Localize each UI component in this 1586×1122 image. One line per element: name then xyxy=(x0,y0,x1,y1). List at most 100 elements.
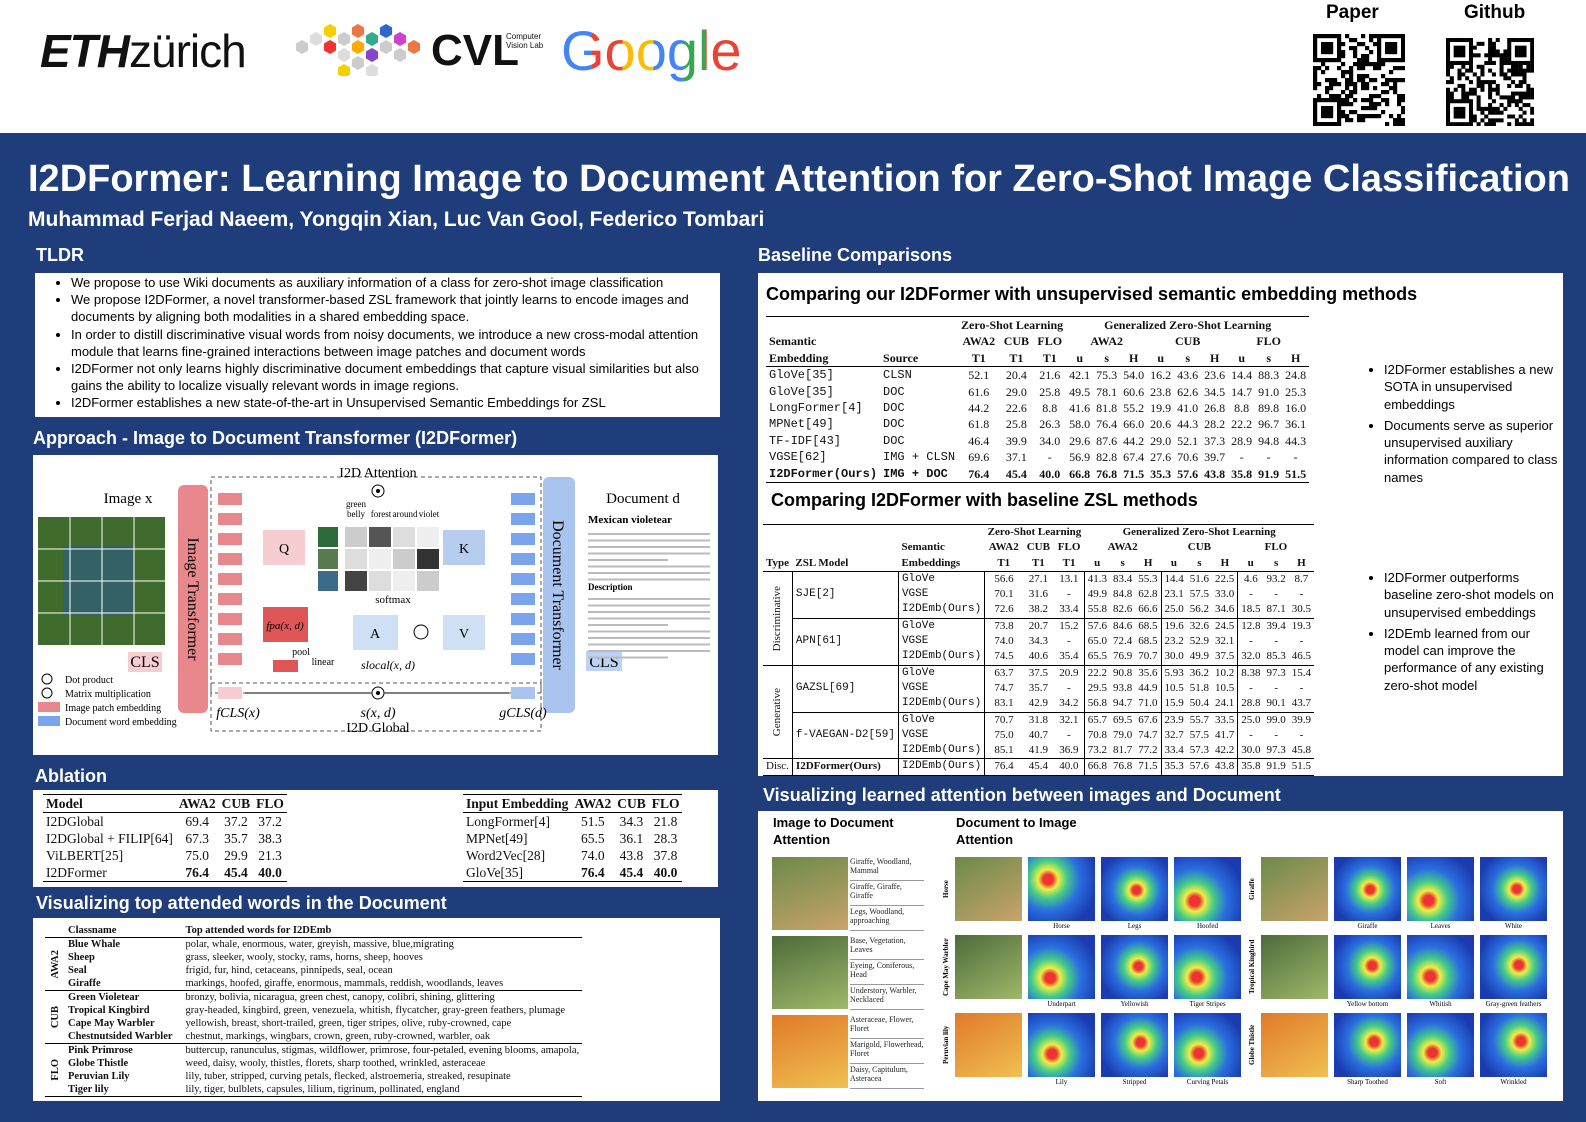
qr-module xyxy=(1381,90,1386,95)
figure-shape xyxy=(318,549,338,569)
qr-module xyxy=(1401,94,1405,99)
qr-module xyxy=(1329,114,1334,119)
qr-module xyxy=(1313,54,1318,59)
qr-module xyxy=(1397,102,1402,107)
table-cell: 74.0 xyxy=(581,848,605,863)
table-cell: 75.3 xyxy=(1096,368,1118,383)
table-cell: 32.6 xyxy=(1189,619,1210,632)
figure-shape xyxy=(369,549,391,569)
embedding: GloVe xyxy=(898,571,986,588)
qr-module xyxy=(1453,114,1458,119)
table-cell: 43.6 xyxy=(1177,368,1199,383)
table-cell: 27.1 xyxy=(1028,572,1048,585)
qr-module xyxy=(1476,122,1481,126)
qr-code[interactable] xyxy=(1446,38,1534,126)
caption: Lily xyxy=(1055,1078,1068,1086)
qr-module xyxy=(1453,110,1458,115)
figure-shape xyxy=(417,571,439,591)
qr-module xyxy=(1345,86,1350,91)
qr-module xyxy=(1495,38,1500,43)
qr-module xyxy=(1522,72,1527,77)
table-cell: 24.5 xyxy=(1212,618,1239,635)
table-cell: IMG + CLSN xyxy=(883,450,956,465)
table-cell: GloVe[35] xyxy=(466,865,523,880)
figure-label: I2D Attention xyxy=(339,466,416,481)
section-heading: TLDR xyxy=(36,245,84,265)
qr-module xyxy=(1476,64,1481,69)
figure-label: Description xyxy=(588,582,633,592)
figure-shape xyxy=(393,549,415,569)
metric-header: T1 xyxy=(971,350,986,365)
qr-module xyxy=(1321,46,1326,51)
qr-module xyxy=(1503,76,1508,81)
table-cell: 55.7 xyxy=(1189,713,1210,726)
table-cell: 40.0 xyxy=(1053,758,1085,776)
table-cell: 5.93 xyxy=(1164,666,1184,679)
qr-module xyxy=(1507,41,1512,46)
qr-module xyxy=(1503,72,1508,77)
table-cell: I2DFormer xyxy=(46,865,107,880)
qr-module xyxy=(1522,95,1527,100)
cvl-subtitle: Computer Vision Lab xyxy=(506,32,544,50)
caption: Soft xyxy=(1434,1078,1447,1086)
heatmap xyxy=(1101,935,1168,999)
qr-module xyxy=(1337,110,1342,115)
table-row: Peruvian Lily lily, tuber, stripped, curv… xyxy=(45,1070,582,1083)
qr-module xyxy=(1518,60,1523,65)
column-header: ZSL Model xyxy=(795,556,849,569)
figure-shape xyxy=(586,651,622,671)
figure-shape xyxy=(218,653,242,665)
table-row: VGSE 70.1 31.6-49.9 84.8 62.8 23.1 57.5 33.0- - - xyxy=(763,587,1314,603)
baselines-box: Comparing our I2DFormer with unsupervise… xyxy=(758,273,1563,776)
qr-module xyxy=(1321,50,1326,55)
qr-module xyxy=(1325,114,1330,119)
qr-module xyxy=(1446,99,1451,104)
table-cell: 37.2 xyxy=(224,814,248,829)
bullet: I2DEmb learned from our model can improv… xyxy=(1384,625,1559,694)
table-cell: 4.6 xyxy=(1244,572,1258,585)
table-cell: 93.2 xyxy=(1266,572,1286,585)
figure-shape xyxy=(511,633,535,645)
qr-module xyxy=(1401,98,1405,103)
qr-module xyxy=(1530,95,1534,100)
caption: Sharp Toothed xyxy=(1347,1078,1388,1086)
table-cell: 25.8 xyxy=(1039,384,1061,399)
qr-module xyxy=(1341,74,1346,79)
qr-module xyxy=(1488,45,1493,50)
qr-module xyxy=(1353,50,1358,55)
qr-module xyxy=(1522,110,1527,115)
figure-shape xyxy=(588,598,710,600)
table-cell: 66.6 xyxy=(1135,602,1162,619)
table-cell: 76.4 xyxy=(185,865,210,880)
figure-label: forest xyxy=(371,509,392,519)
qr-module xyxy=(1397,66,1402,71)
qr-module xyxy=(1446,122,1451,126)
table-cell: - xyxy=(1239,450,1244,465)
qr-module xyxy=(1530,45,1534,50)
qr-code[interactable] xyxy=(1313,34,1405,126)
qr-module xyxy=(1341,102,1346,107)
qr-module xyxy=(1488,118,1493,123)
caption: White xyxy=(1504,922,1523,930)
hexagon xyxy=(295,40,309,54)
qr-module xyxy=(1365,98,1370,103)
qr-module xyxy=(1337,106,1342,111)
figure-label: Mexican violetear xyxy=(588,514,672,526)
qr-module xyxy=(1317,66,1322,71)
heatmap xyxy=(1174,1013,1241,1077)
table-row: LongFormer[4] 51.5 34.3 21.8 xyxy=(463,813,682,831)
qr-module xyxy=(1321,98,1326,103)
qr-module xyxy=(1341,70,1346,75)
qr-module xyxy=(1514,68,1519,73)
qr-module xyxy=(1361,66,1366,71)
qr-module xyxy=(1361,82,1366,87)
table-row: LongFormer[4] DOC 44.2 22.6 8.8 41.6 81.8 55.2 1… xyxy=(766,400,1309,416)
qr-module xyxy=(1401,122,1405,126)
metric-header: s xyxy=(1274,556,1279,569)
qr-module xyxy=(1361,98,1366,103)
qr-module xyxy=(1507,95,1512,100)
qr-module xyxy=(1446,68,1451,73)
qr-module xyxy=(1325,86,1330,91)
table-cell: 39.4 xyxy=(1266,619,1286,632)
qr-module xyxy=(1353,98,1358,103)
